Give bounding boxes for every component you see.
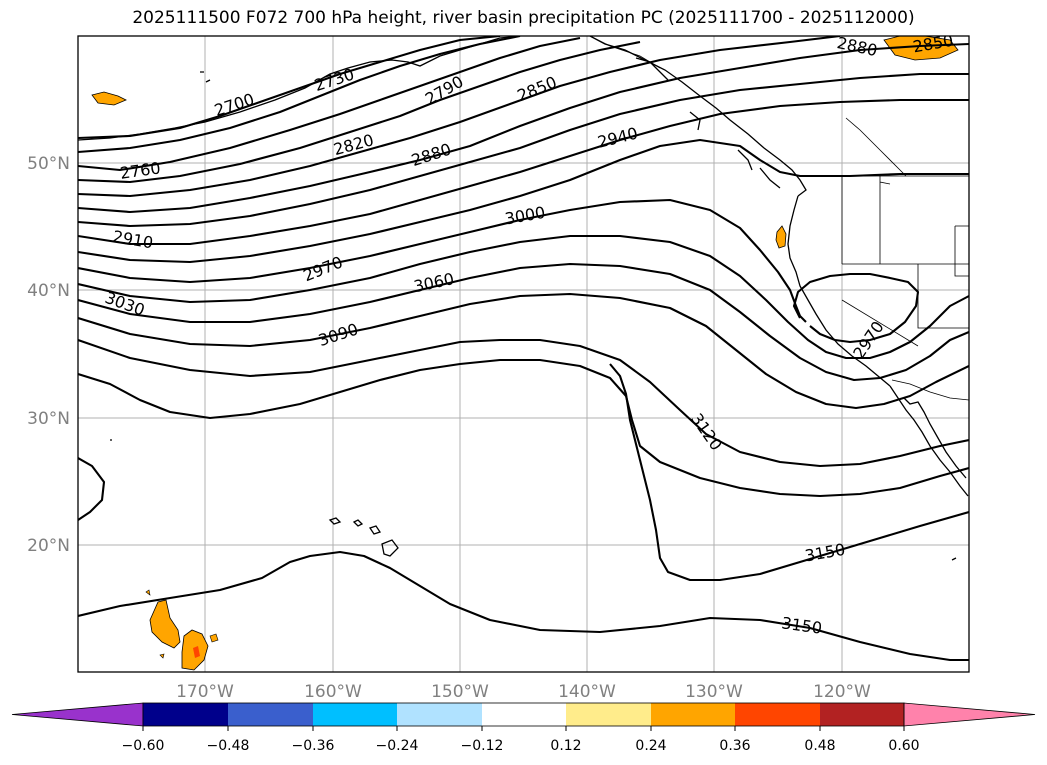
lon-label: 130°W bbox=[685, 682, 743, 702]
contour-2850 bbox=[78, 42, 969, 214]
colorbar-tick-label: −0.36 bbox=[292, 738, 335, 754]
contour-2790 bbox=[78, 40, 641, 184]
precip-anomaly-fills bbox=[91, 36, 959, 671]
colorbar-tick-label: −0.24 bbox=[376, 738, 419, 754]
border-us-mexico bbox=[891, 379, 969, 401]
contour-3060 bbox=[78, 292, 969, 410]
precip-patch-north-pacific bbox=[91, 91, 127, 106]
contour-2970 bbox=[78, 198, 920, 344]
gridlines bbox=[78, 36, 969, 672]
colorbar-segment bbox=[228, 703, 313, 726]
lat-label: 40°N bbox=[27, 281, 70, 301]
precip-patch-oregon bbox=[775, 225, 787, 249]
colorbar-tick-label: −0.12 bbox=[461, 738, 504, 754]
colorbar-segment bbox=[651, 703, 735, 726]
colorbar-segment bbox=[482, 703, 566, 726]
lon-label: 170°W bbox=[176, 682, 234, 702]
lon-label: 160°W bbox=[304, 682, 362, 702]
contour-3030 bbox=[78, 262, 969, 382]
precip-patch-strong bbox=[193, 646, 200, 658]
contour-3150-mid bbox=[609, 363, 969, 582]
colorbar-segment bbox=[820, 703, 904, 726]
colorbar-extend-left bbox=[11, 702, 144, 727]
contour-2760 bbox=[78, 36, 581, 172]
map-title: 2025111500 F072 700 hPa height, river ba… bbox=[132, 8, 915, 28]
contour-2910 bbox=[78, 98, 969, 246]
contour-2880 bbox=[78, 72, 969, 228]
colorbar-tick-label: −0.48 bbox=[207, 738, 250, 754]
contour-2820 bbox=[78, 36, 841, 198]
colorbar-tick-label: 0.60 bbox=[888, 738, 919, 754]
colorbar: −0.60 −0.48 −0.36 −0.24 −0.12 0.12 0.24 … bbox=[11, 702, 1036, 754]
border-state-lines bbox=[841, 117, 969, 347]
colorbar-tick-label: 0.36 bbox=[719, 738, 750, 754]
latitude-labels: 50°N 40°N 30°N 20°N bbox=[27, 154, 70, 556]
contour-3090 bbox=[78, 338, 969, 468]
lon-label: 140°W bbox=[558, 682, 616, 702]
precip-patch-dots bbox=[145, 589, 219, 659]
colorbar-segment bbox=[566, 703, 651, 726]
colorbar-segment bbox=[143, 703, 228, 726]
contour-2730 bbox=[78, 36, 521, 154]
contour-3120 bbox=[78, 358, 969, 498]
contour-2940 bbox=[78, 138, 969, 264]
coastline-baja-mexico bbox=[889, 385, 969, 497]
colorbar-ticks bbox=[142, 726, 905, 731]
height-contours bbox=[78, 36, 969, 662]
colorbar-tick-label: −0.60 bbox=[122, 738, 165, 754]
coastline-small-islands bbox=[110, 71, 957, 561]
colorbar-extend-right bbox=[903, 702, 1036, 727]
colorbar-tick-label: 0.12 bbox=[550, 738, 581, 754]
contour-3150-upper bbox=[78, 457, 106, 521]
lat-label: 50°N bbox=[27, 154, 70, 174]
precip-patch-coast-range bbox=[883, 36, 959, 61]
lat-label: 30°N bbox=[27, 409, 70, 429]
lat-label: 20°N bbox=[27, 536, 70, 556]
colorbar-tick-label: 0.48 bbox=[804, 738, 835, 754]
colorbar-tick-label: 0.24 bbox=[635, 738, 666, 754]
longitude-labels: 170°W 160°W 150°W 140°W 130°W 120°W bbox=[176, 682, 871, 702]
contour-3000 bbox=[78, 234, 969, 360]
map-frame bbox=[77, 35, 970, 673]
contour-3150-lower bbox=[78, 550, 969, 662]
map-panel bbox=[78, 36, 969, 672]
coastline-west-us bbox=[787, 195, 891, 387]
coastline-bc-islands bbox=[635, 57, 781, 189]
colorbar-segment bbox=[735, 703, 820, 726]
colorbar-segment bbox=[313, 703, 397, 726]
contour-2700 bbox=[78, 36, 501, 140]
colorbar-segment bbox=[397, 703, 482, 726]
lon-label: 150°W bbox=[431, 682, 489, 702]
lon-label: 120°W bbox=[813, 682, 871, 702]
colorbar-outline bbox=[142, 702, 905, 727]
coastline-hawaii bbox=[328, 517, 399, 557]
precip-patch-south-islands bbox=[149, 599, 181, 649]
